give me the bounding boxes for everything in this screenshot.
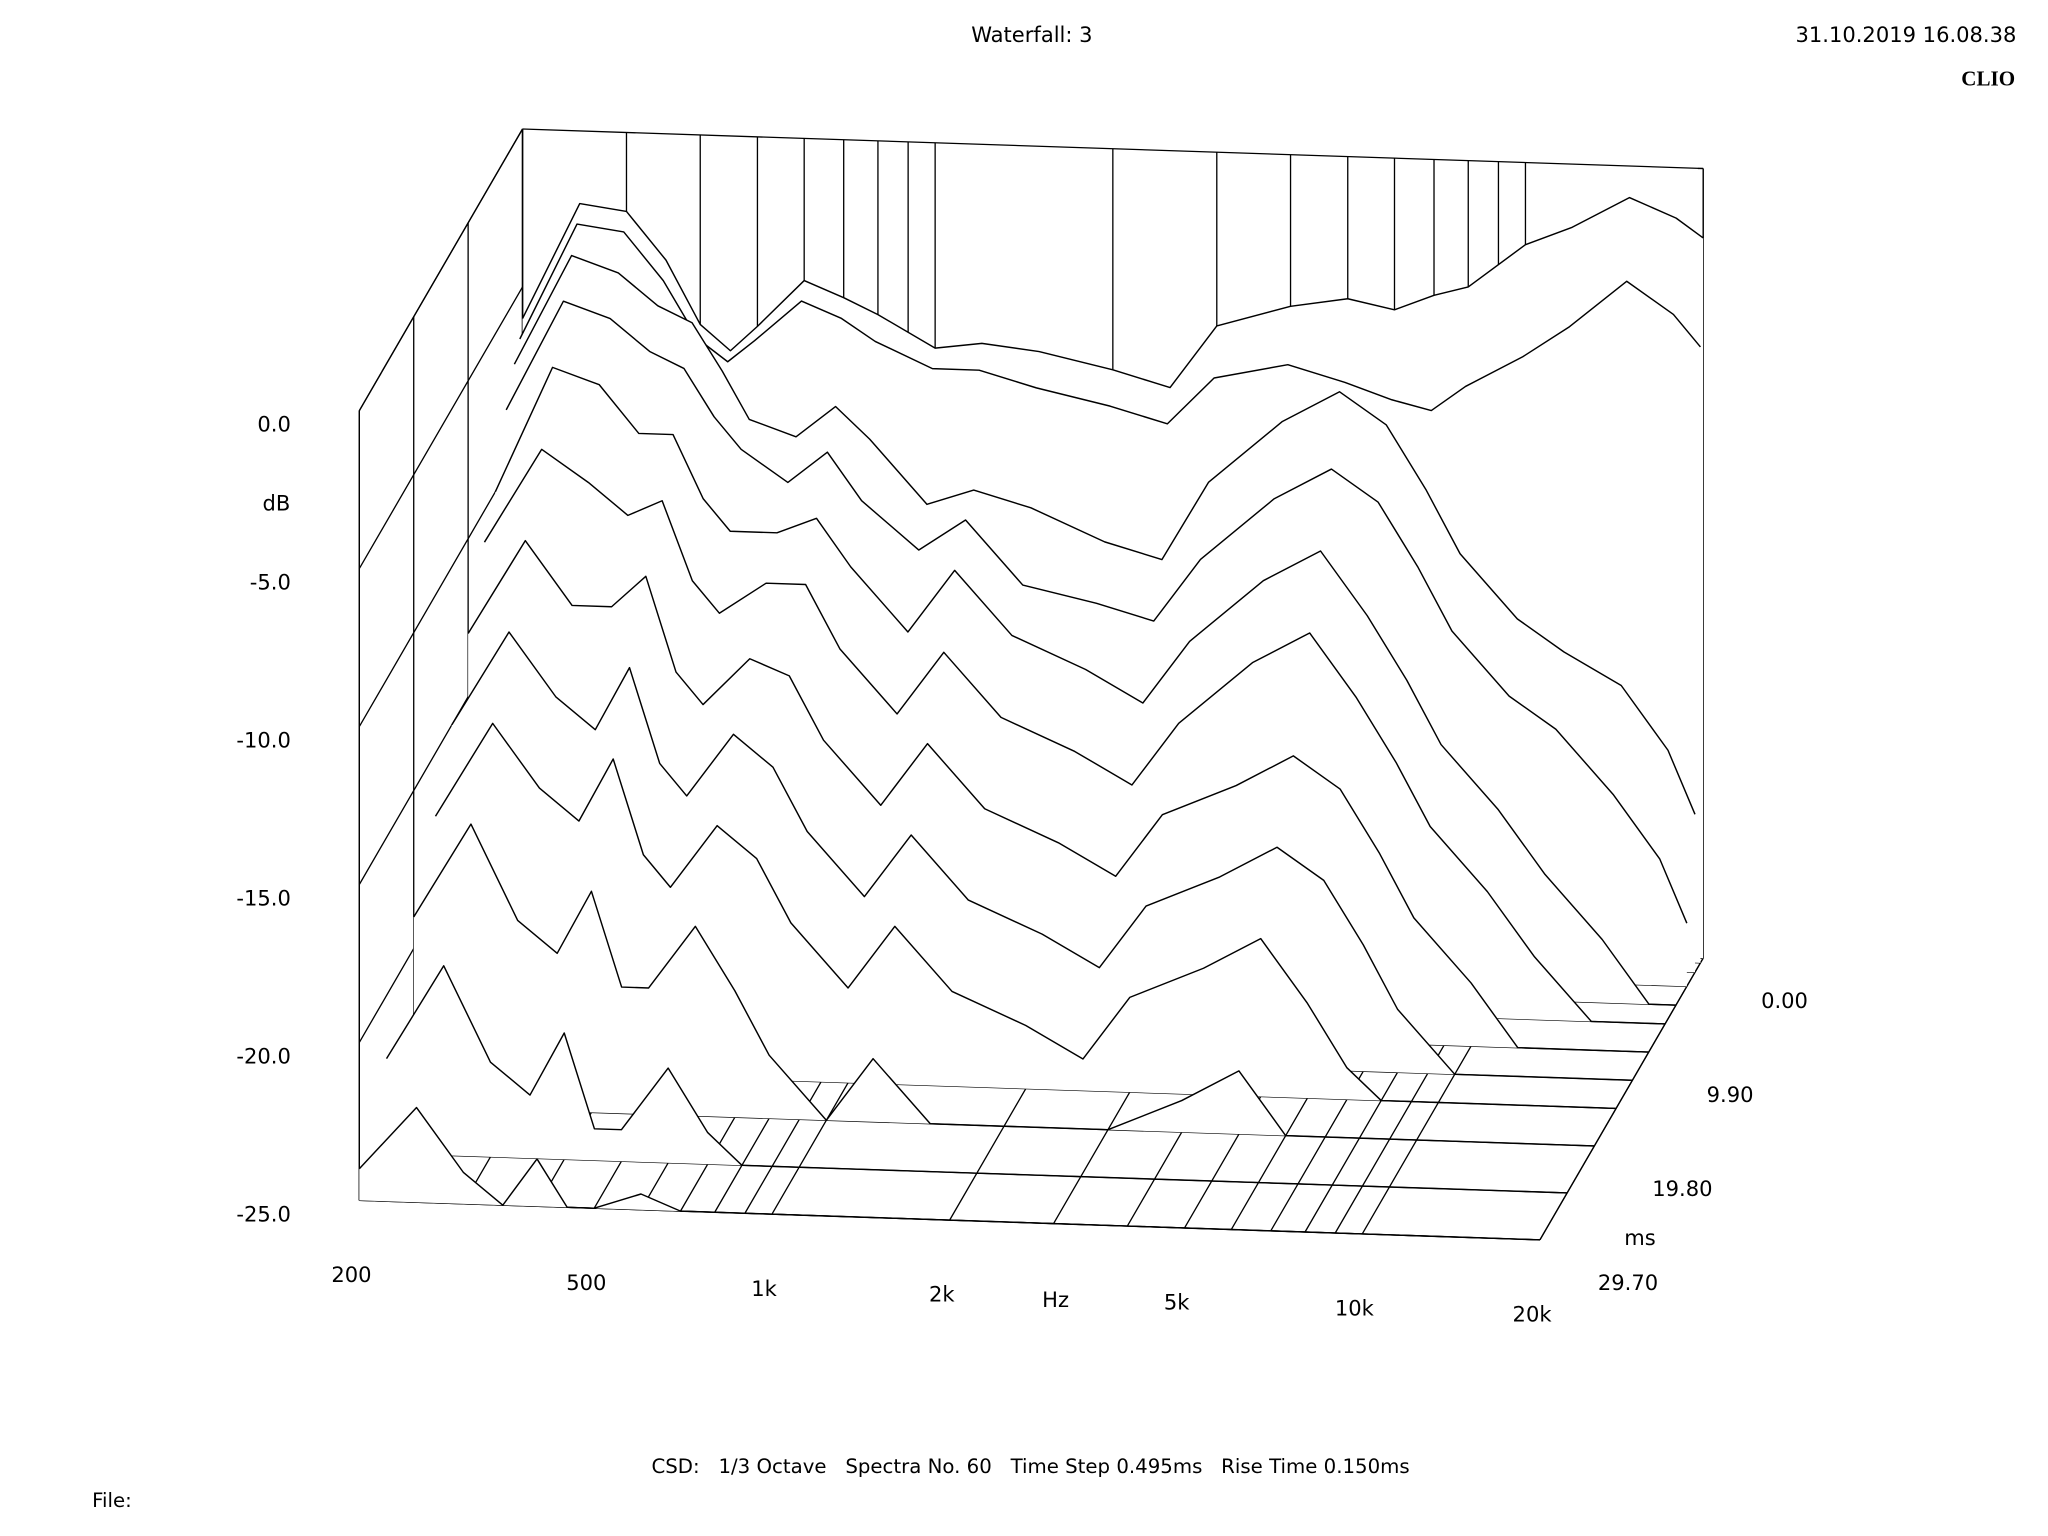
slice-line (434, 722, 1617, 1110)
z-tick-label: 9.90 (1707, 1082, 1754, 1107)
slice-line (358, 1106, 1540, 1241)
plot: 0.0 -5.0 -10.0 -15.0 -20.0 -25.0 0.00 9.90 19.80… (236, 128, 1808, 1326)
y-tick-label: 0.0 (257, 412, 290, 437)
slice-line (467, 539, 1649, 1053)
x-tick-label: 10k (1335, 1296, 1375, 1321)
slice-line (385, 965, 1568, 1194)
x-axis-label: Hz (1042, 1287, 1069, 1312)
footer-settings: CSD: 1/3 Octave Spectra No. 60 Time Step… (652, 1455, 1410, 1478)
brand: CLIO (1961, 67, 2015, 91)
y-tick-label: -15.0 (236, 886, 290, 911)
slice-fill (359, 1107, 1540, 1240)
grid-line (358, 286, 524, 569)
chart-title: Waterfall: 3 (971, 22, 1092, 47)
slice-line (494, 366, 1676, 1006)
x-tick-label: 2k (929, 1282, 955, 1307)
slice-line (521, 196, 1704, 389)
y-tick-label: -20.0 (236, 1043, 290, 1068)
slice-line (483, 448, 1666, 1025)
z-tick-label: 29.70 (1598, 1270, 1658, 1295)
timestamp: 31.10.2019 16.08.38 (1795, 22, 2016, 47)
y-axis-label: dB (262, 491, 290, 516)
x-tick-label: 20k (1513, 1301, 1553, 1326)
slice-line (505, 300, 1688, 924)
slice-line (413, 823, 1595, 1147)
y-tick-label: -25.0 (236, 1201, 290, 1226)
grid-line (358, 128, 524, 411)
slice-fill (386, 965, 1568, 1193)
slice-fill (413, 824, 1595, 1146)
x-tick-label: 500 (566, 1270, 606, 1295)
y-tick-label: -10.0 (236, 728, 290, 753)
x-tick-label: 1k (751, 1276, 777, 1301)
footer-file: File: (92, 1489, 132, 1512)
z-tick-label: 19.80 (1652, 1176, 1712, 1201)
x-tick-label: 5k (1164, 1290, 1190, 1315)
slice-line (513, 254, 1696, 815)
axis-line (522, 128, 1704, 170)
y-tick-label: -5.0 (250, 570, 291, 595)
x-tick-label: 200 (331, 1262, 371, 1287)
z-axis-label: ms (1624, 1225, 1655, 1250)
slice-line (451, 631, 1633, 1081)
z-tick-label: 0.00 (1761, 988, 1808, 1013)
